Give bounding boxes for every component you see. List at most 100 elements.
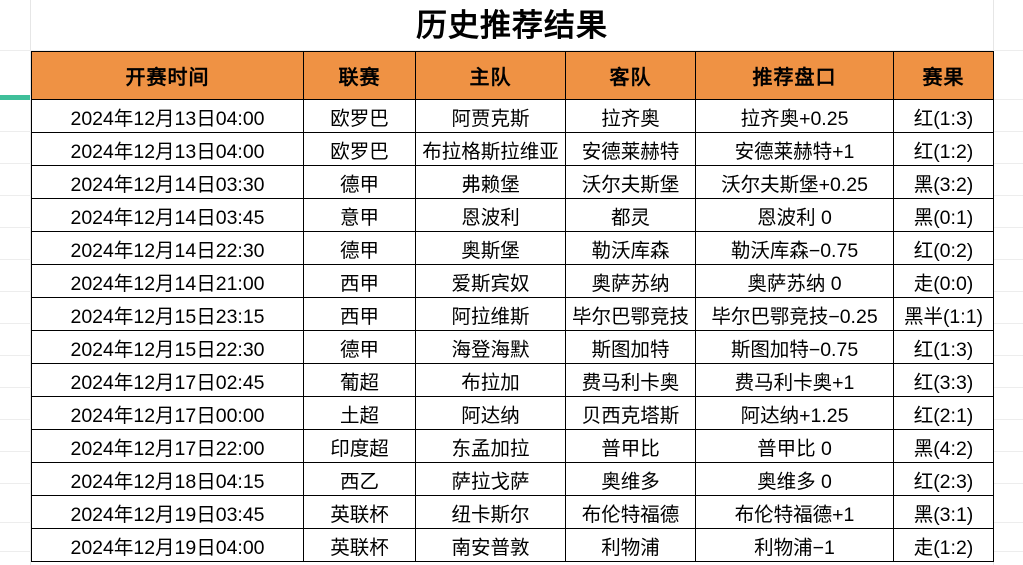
league-cell[interactable]: 欧罗巴 bbox=[303, 132, 416, 166]
handicap-cell[interactable]: 毕尔巴鄂竞技−0.25 bbox=[695, 297, 894, 331]
column-header-league[interactable]: 联赛 bbox=[303, 51, 416, 100]
handicap-cell[interactable]: 布伦特福德+1 bbox=[695, 495, 894, 529]
handicap-cell[interactable]: 费马利卡奥+1 bbox=[695, 363, 894, 397]
handicap-cell[interactable]: 沃尔夫斯堡+0.25 bbox=[695, 165, 894, 199]
handicap-cell[interactable]: 安德莱赫特+1 bbox=[695, 132, 894, 166]
table-row[interactable]: 2024年12月17日02:45 葡超 布拉加 费马利卡奥 费马利卡奥+1 红(3:3) bbox=[31, 363, 994, 397]
away-team-cell[interactable]: 勒沃库森 bbox=[565, 231, 696, 265]
match-time-cell[interactable]: 2024年12月15日22:30 bbox=[31, 330, 304, 364]
home-team-cell[interactable]: 阿达纳 bbox=[415, 396, 566, 430]
away-team-cell[interactable]: 利物浦 bbox=[565, 528, 696, 562]
home-team-cell[interactable]: 阿贾克斯 bbox=[415, 99, 566, 133]
league-cell[interactable]: 西乙 bbox=[303, 462, 416, 496]
handicap-cell[interactable]: 恩波利 0 bbox=[695, 198, 894, 232]
home-team-cell[interactable]: 奥斯堡 bbox=[415, 231, 566, 265]
table-row[interactable]: 2024年12月17日22:00 印度超 东孟加拉 普甲比 普甲比 0 黑(4:2) bbox=[31, 429, 994, 463]
match-time-cell[interactable]: 2024年12月19日04:00 bbox=[31, 528, 304, 562]
home-team-cell[interactable]: 阿拉维斯 bbox=[415, 297, 566, 331]
league-cell[interactable]: 英联杯 bbox=[303, 495, 416, 529]
handicap-cell[interactable]: 奥维多 0 bbox=[695, 462, 894, 496]
league-cell[interactable]: 西甲 bbox=[303, 264, 416, 298]
table-row[interactable]: 2024年12月14日03:45 意甲 恩波利 都灵 恩波利 0 黑(0:1) bbox=[31, 198, 994, 232]
league-cell[interactable]: 德甲 bbox=[303, 231, 416, 265]
table-row[interactable]: 2024年12月14日22:30 德甲 奥斯堡 勒沃库森 勒沃库森−0.75 红(0:2) bbox=[31, 231, 994, 265]
away-team-cell[interactable]: 费马利卡奥 bbox=[565, 363, 696, 397]
match-time-cell[interactable]: 2024年12月17日00:00 bbox=[31, 396, 304, 430]
match-time-cell[interactable]: 2024年12月17日22:00 bbox=[31, 429, 304, 463]
away-team-cell[interactable]: 拉齐奥 bbox=[565, 99, 696, 133]
match-time-cell[interactable]: 2024年12月14日03:45 bbox=[31, 198, 304, 232]
league-cell[interactable]: 英联杯 bbox=[303, 528, 416, 562]
column-header-result[interactable]: 赛果 bbox=[893, 51, 994, 100]
home-team-cell[interactable]: 纽卡斯尔 bbox=[415, 495, 566, 529]
column-header-home[interactable]: 主队 bbox=[415, 51, 566, 100]
handicap-cell[interactable]: 阿达纳+1.25 bbox=[695, 396, 894, 430]
home-team-cell[interactable]: 南安普敦 bbox=[415, 528, 566, 562]
table-row[interactable]: 2024年12月15日23:15 西甲 阿拉维斯 毕尔巴鄂竞技 毕尔巴鄂竞技−0.25 黑… bbox=[31, 297, 994, 331]
result-cell[interactable]: 黑(3:1) bbox=[893, 495, 994, 529]
match-time-cell[interactable]: 2024年12月18日04:15 bbox=[31, 462, 304, 496]
away-team-cell[interactable]: 贝西克塔斯 bbox=[565, 396, 696, 430]
result-cell[interactable]: 红(1:2) bbox=[893, 132, 994, 166]
league-cell[interactable]: 葡超 bbox=[303, 363, 416, 397]
result-cell[interactable]: 红(2:1) bbox=[893, 396, 994, 430]
column-header-time[interactable]: 开赛时间 bbox=[31, 51, 304, 100]
home-team-cell[interactable]: 布拉加 bbox=[415, 363, 566, 397]
result-cell[interactable]: 红(1:3) bbox=[893, 99, 994, 133]
result-cell[interactable]: 红(2:3) bbox=[893, 462, 994, 496]
league-cell[interactable]: 德甲 bbox=[303, 330, 416, 364]
league-cell[interactable]: 土超 bbox=[303, 396, 416, 430]
league-cell[interactable]: 西甲 bbox=[303, 297, 416, 331]
league-cell[interactable]: 意甲 bbox=[303, 198, 416, 232]
result-cell[interactable]: 黑(3:2) bbox=[893, 165, 994, 199]
home-team-cell[interactable]: 弗赖堡 bbox=[415, 165, 566, 199]
match-time-cell[interactable]: 2024年12月17日02:45 bbox=[31, 363, 304, 397]
match-time-cell[interactable]: 2024年12月13日04:00 bbox=[31, 99, 304, 133]
table-row[interactable]: 2024年12月13日04:00 欧罗巴 布拉格斯拉维亚 安德莱赫特 安德莱赫特+1 红(… bbox=[31, 132, 994, 166]
handicap-cell[interactable]: 拉齐奥+0.25 bbox=[695, 99, 894, 133]
result-cell[interactable]: 红(0:2) bbox=[893, 231, 994, 265]
home-team-cell[interactable]: 海登海默 bbox=[415, 330, 566, 364]
league-cell[interactable]: 印度超 bbox=[303, 429, 416, 463]
result-cell[interactable]: 黑半(1:1) bbox=[893, 297, 994, 331]
away-team-cell[interactable]: 奥萨苏纳 bbox=[565, 264, 696, 298]
result-cell[interactable]: 黑(0:1) bbox=[893, 198, 994, 232]
match-time-cell[interactable]: 2024年12月14日03:30 bbox=[31, 165, 304, 199]
result-cell[interactable]: 走(0:0) bbox=[893, 264, 994, 298]
table-row[interactable]: 2024年12月19日03:45 英联杯 纽卡斯尔 布伦特福德 布伦特福德+1 黑(3:1… bbox=[31, 495, 994, 529]
home-team-cell[interactable]: 爱斯宾奴 bbox=[415, 264, 566, 298]
table-row[interactable]: 2024年12月17日00:00 土超 阿达纳 贝西克塔斯 阿达纳+1.25 红(2:1) bbox=[31, 396, 994, 430]
result-cell[interactable]: 红(1:3) bbox=[893, 330, 994, 364]
away-team-cell[interactable]: 普甲比 bbox=[565, 429, 696, 463]
result-cell[interactable]: 红(3:3) bbox=[893, 363, 994, 397]
away-team-cell[interactable]: 斯图加特 bbox=[565, 330, 696, 364]
handicap-cell[interactable]: 普甲比 0 bbox=[695, 429, 894, 463]
table-row[interactable]: 2024年12月14日03:30 德甲 弗赖堡 沃尔夫斯堡 沃尔夫斯堡+0.25 黑(3:… bbox=[31, 165, 994, 199]
table-row[interactable]: 2024年12月18日04:15 西乙 萨拉戈萨 奥维多 奥维多 0 红(2:3) bbox=[31, 462, 994, 496]
league-cell[interactable]: 欧罗巴 bbox=[303, 99, 416, 133]
away-team-cell[interactable]: 都灵 bbox=[565, 198, 696, 232]
column-header-handicap[interactable]: 推荐盘口 bbox=[695, 51, 894, 100]
column-header-away[interactable]: 客队 bbox=[565, 51, 696, 100]
handicap-cell[interactable]: 利物浦−1 bbox=[695, 528, 894, 562]
handicap-cell[interactable]: 勒沃库森−0.75 bbox=[695, 231, 894, 265]
match-time-cell[interactable]: 2024年12月13日04:00 bbox=[31, 132, 304, 166]
table-row[interactable]: 2024年12月14日21:00 西甲 爱斯宾奴 奥萨苏纳 奥萨苏纳 0 走(0:0) bbox=[31, 264, 994, 298]
away-team-cell[interactable]: 布伦特福德 bbox=[565, 495, 696, 529]
result-cell[interactable]: 走(1:2) bbox=[893, 528, 994, 562]
result-cell[interactable]: 黑(4:2) bbox=[893, 429, 994, 463]
away-team-cell[interactable]: 奥维多 bbox=[565, 462, 696, 496]
home-team-cell[interactable]: 萨拉戈萨 bbox=[415, 462, 566, 496]
away-team-cell[interactable]: 安德莱赫特 bbox=[565, 132, 696, 166]
handicap-cell[interactable]: 奥萨苏纳 0 bbox=[695, 264, 894, 298]
match-time-cell[interactable]: 2024年12月19日03:45 bbox=[31, 495, 304, 529]
home-team-cell[interactable]: 东孟加拉 bbox=[415, 429, 566, 463]
home-team-cell[interactable]: 恩波利 bbox=[415, 198, 566, 232]
home-team-cell[interactable]: 布拉格斯拉维亚 bbox=[415, 132, 566, 166]
match-time-cell[interactable]: 2024年12月14日21:00 bbox=[31, 264, 304, 298]
away-team-cell[interactable]: 毕尔巴鄂竞技 bbox=[565, 297, 696, 331]
away-team-cell[interactable]: 沃尔夫斯堡 bbox=[565, 165, 696, 199]
match-time-cell[interactable]: 2024年12月15日23:15 bbox=[31, 297, 304, 331]
table-row[interactable]: 2024年12月13日04:00 欧罗巴 阿贾克斯 拉齐奥 拉齐奥+0.25 红(1:3) bbox=[31, 99, 994, 133]
table-row[interactable]: 2024年12月15日22:30 德甲 海登海默 斯图加特 斯图加特−0.75 红(1:3… bbox=[31, 330, 994, 364]
